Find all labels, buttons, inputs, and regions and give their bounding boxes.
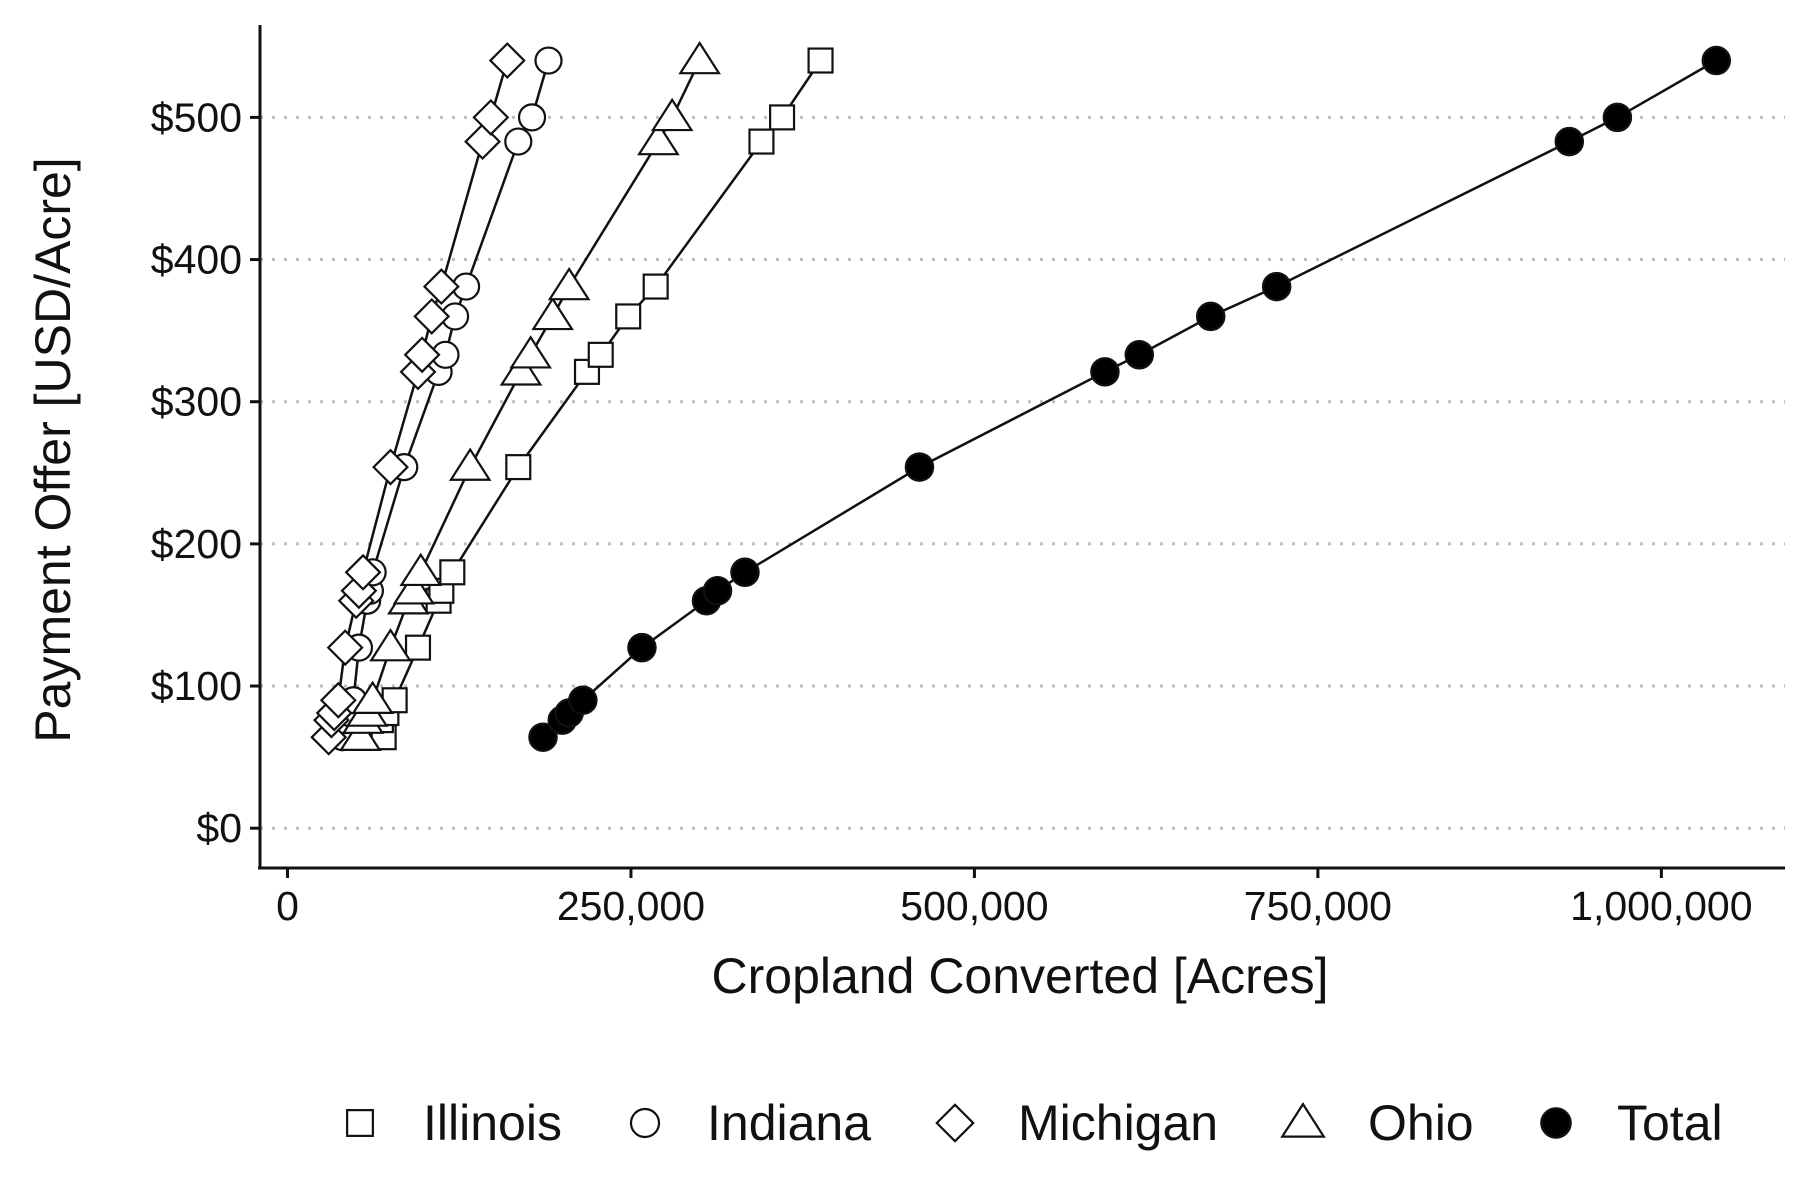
- data-point-total: [1701, 45, 1732, 76]
- legend-label-ohio: Ohio: [1368, 1095, 1474, 1151]
- data-point-ohio: [678, 40, 721, 75]
- legend-label-michigan: Michigan: [1018, 1095, 1218, 1151]
- data-point-michigan: [403, 336, 441, 374]
- x-tick-label: 0: [276, 883, 299, 929]
- legend-item-indiana: Indiana: [629, 1095, 871, 1151]
- legend-marker-michigan: [935, 1103, 975, 1143]
- data-point-michigan: [319, 681, 357, 719]
- data-point-ohio: [547, 266, 591, 301]
- data-point-ohio: [650, 97, 694, 132]
- gridlines: [260, 115, 1785, 830]
- data-point-illinois: [642, 273, 669, 300]
- data-point-total: [904, 452, 935, 482]
- y-tick-label: $0: [196, 805, 242, 851]
- x-axis-title: Cropland Converted [Acres]: [712, 948, 1329, 1004]
- y-tick-label: $300: [151, 379, 242, 425]
- y-tick-label: $400: [151, 237, 242, 283]
- y-tick-label: $100: [151, 663, 242, 709]
- data-point-ohio: [637, 121, 680, 156]
- data-point-michigan: [472, 98, 510, 136]
- legend-label-illinois: Illinois: [423, 1095, 562, 1151]
- data-point-total: [1261, 271, 1292, 302]
- data-point-indiana: [517, 103, 547, 132]
- legend-marker-ohio: [1280, 1102, 1326, 1138]
- data-point-illinois: [587, 341, 614, 368]
- data-point-michigan: [372, 448, 409, 486]
- data-point-ohio: [369, 628, 412, 662]
- data-point-ohio: [531, 296, 574, 331]
- data-point-indiana: [534, 46, 563, 75]
- data-point-ohio: [499, 352, 543, 386]
- series-total: [528, 45, 1732, 752]
- data-point-total: [568, 685, 598, 716]
- data-point-ohio: [338, 717, 382, 751]
- data-point-michigan: [488, 42, 526, 79]
- legend-item-ohio: Ohio: [1280, 1095, 1474, 1151]
- legend-item-total: Total: [1540, 1095, 1723, 1151]
- data-point-ohio: [351, 680, 394, 714]
- data-point-michigan: [344, 553, 382, 591]
- data-point-total: [1195, 301, 1226, 332]
- data-point-total: [627, 632, 657, 663]
- data-point-illinois: [748, 128, 775, 155]
- data-point-illinois: [615, 303, 642, 330]
- legend-label-indiana: Indiana: [707, 1095, 871, 1151]
- data-point-michigan: [326, 629, 364, 667]
- legend: Illinois Indiana Michigan Ohio Total: [346, 1095, 1723, 1151]
- data-point-illinois: [769, 104, 796, 131]
- data-point-illinois: [505, 454, 532, 481]
- x-tick-label: 500,000: [900, 883, 1048, 929]
- series-ohio: [338, 40, 721, 751]
- data-point-total: [1090, 357, 1120, 387]
- data-point-ohio: [509, 335, 552, 369]
- series-michigan: [310, 42, 526, 756]
- data-point-michigan: [464, 123, 502, 161]
- legend-marker-indiana: [629, 1107, 661, 1139]
- x-tick-label: 250,000: [557, 883, 705, 929]
- data-point-indiana: [504, 127, 533, 156]
- data-point-illinois: [439, 559, 466, 586]
- x-tick-label: 750,000: [1244, 883, 1392, 929]
- data-point-total: [1602, 102, 1633, 133]
- x-tick-label: 1,000,000: [1570, 883, 1752, 929]
- data-point-total: [528, 722, 558, 752]
- legend-marker-total: [1540, 1107, 1572, 1139]
- data-point-total: [1554, 126, 1585, 157]
- data-point-ohio: [448, 447, 492, 481]
- series-illinois: [367, 47, 834, 751]
- data-point-ohio: [399, 552, 443, 587]
- y-tick-label: $200: [151, 521, 242, 567]
- series: [310, 40, 1732, 756]
- data-point-michigan: [413, 297, 451, 335]
- data-point-total: [1124, 340, 1155, 370]
- data-point-illinois: [807, 47, 834, 74]
- y-tick-label: $500: [151, 94, 242, 140]
- data-point-total: [702, 576, 733, 606]
- legend-marker-illinois: [346, 1109, 374, 1137]
- y-axis-title: Payment Offer [USD/Acre]: [25, 157, 81, 742]
- data-point-ohio: [392, 571, 436, 605]
- legend-item-michigan: Michigan: [935, 1095, 1218, 1151]
- data-point-total: [730, 557, 760, 588]
- data-point-michigan: [422, 268, 460, 306]
- data-point-illinois: [404, 634, 432, 661]
- legend-item-illinois: Illinois: [346, 1095, 562, 1151]
- legend-label-total: Total: [1617, 1095, 1723, 1151]
- ticks: $0 $100 $200 $300 $400 $500 0 250,000 500,000 750…: [151, 94, 1753, 929]
- axes: [258, 25, 1785, 870]
